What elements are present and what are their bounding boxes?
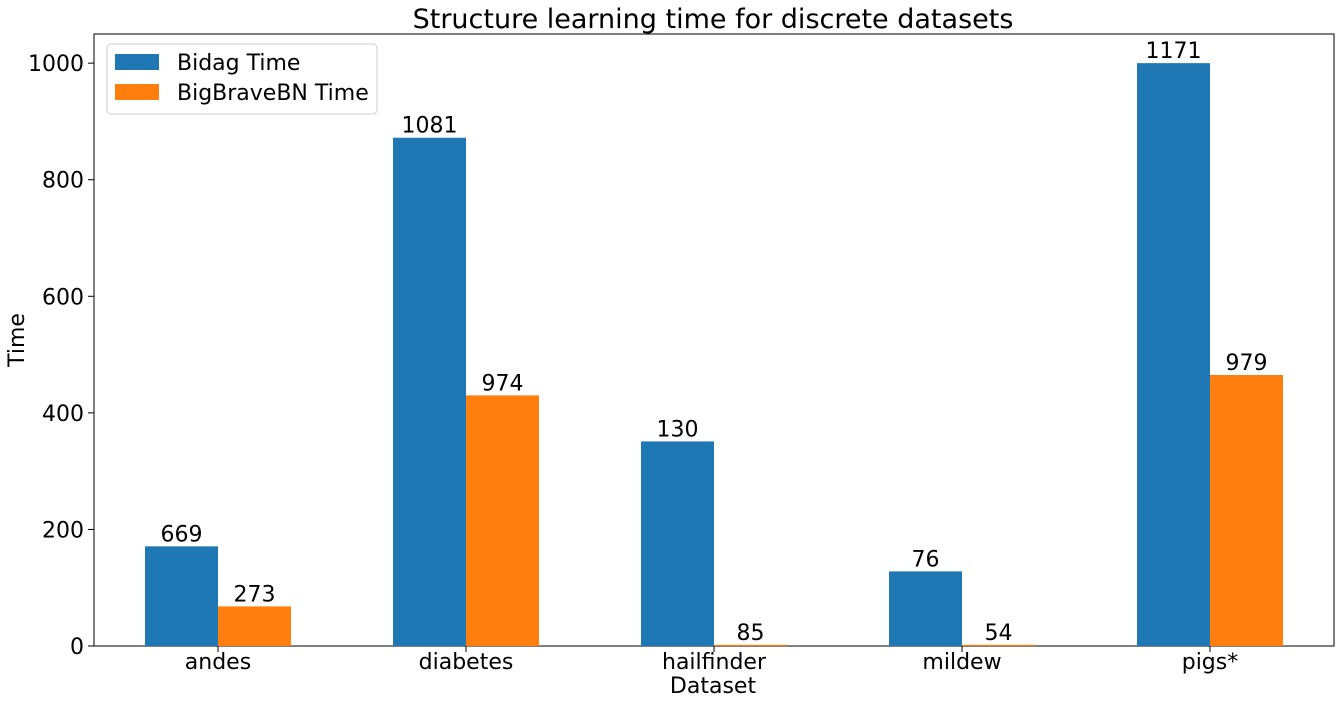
y-tick-label: 200 xyxy=(42,518,84,543)
x-tick-label: hailfinder xyxy=(662,650,767,675)
x-tick-label: pigs* xyxy=(1182,650,1239,675)
bar-bidag xyxy=(145,546,218,646)
data-label: 1081 xyxy=(402,114,458,139)
data-label: 669 xyxy=(161,522,203,547)
y-axis-label: Time xyxy=(5,313,30,368)
x-tick-label: mildew xyxy=(922,650,1001,675)
data-label: 1171 xyxy=(1146,39,1202,64)
data-label: 974 xyxy=(482,371,524,396)
y-tick-label: 600 xyxy=(42,285,84,310)
data-label: 273 xyxy=(234,582,276,607)
data-label: 85 xyxy=(737,621,765,646)
legend-label: Bidag Time xyxy=(177,51,300,76)
data-label: 54 xyxy=(985,621,1013,646)
bar-bigbravebn xyxy=(714,644,787,646)
y-tick-label: 400 xyxy=(42,402,84,427)
bar-bigbravebn xyxy=(962,644,1035,646)
bar-bigbravebn xyxy=(466,395,539,646)
bar-bidag xyxy=(641,441,714,646)
bar-bidag xyxy=(393,137,466,646)
data-label: 130 xyxy=(657,417,699,442)
plot-area: 0 200 400 600 800 1000 andes 669 273 diabetes 1081… xyxy=(28,33,1335,675)
y-tick-label: 0 xyxy=(70,635,84,660)
x-tick-label: andes xyxy=(185,650,251,675)
bar-bidag xyxy=(1137,63,1210,646)
legend: Bidag Time BigBraveBN Time xyxy=(106,43,378,115)
data-label: 979 xyxy=(1226,351,1268,376)
x-tick-label: diabetes xyxy=(419,650,514,675)
y-tick-label: 1000 xyxy=(28,52,84,77)
data-label: 76 xyxy=(912,547,940,572)
legend-label: BigBraveBN Time xyxy=(177,81,369,106)
bar-bigbravebn xyxy=(218,606,291,646)
legend-swatch xyxy=(115,84,159,100)
x-axis-label: Dataset xyxy=(670,674,757,699)
chart-title: Structure learning time for discrete dat… xyxy=(413,4,1014,35)
legend-box xyxy=(106,43,378,115)
bar-bidag xyxy=(889,571,962,646)
y-tick-label: 800 xyxy=(42,169,84,194)
bar-bigbravebn xyxy=(1210,374,1283,646)
legend-swatch xyxy=(115,54,159,70)
